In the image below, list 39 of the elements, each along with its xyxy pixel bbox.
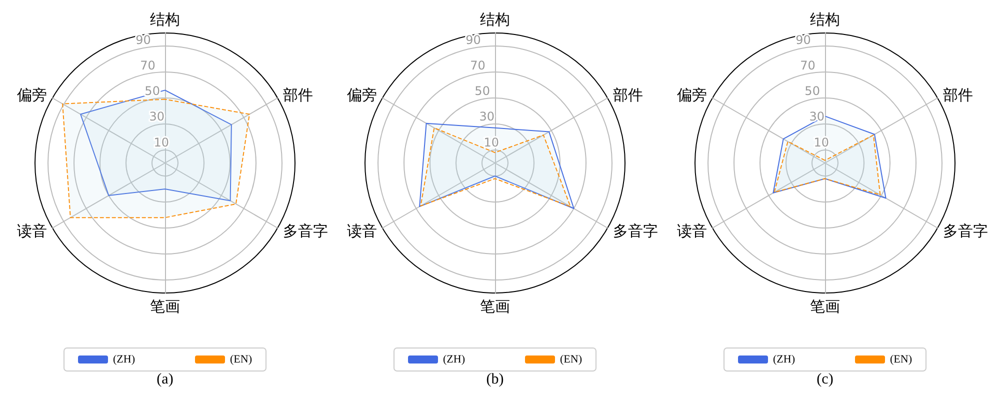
legend-label: (EN) [560,354,582,366]
spoke-label: 笔画 [480,298,510,316]
spoke-label: 结构 [150,10,180,28]
legend-label: (ZH) [773,354,796,366]
y-tick-label: 90 [466,32,481,47]
y-tick-label: 70 [470,58,486,73]
y-tick-label: 50 [804,84,820,98]
spoke-label: 多音字 [942,222,988,240]
y-tick-label: 30 [149,110,164,124]
spoke-label: 结构 [810,10,840,28]
y-tick-label: 70 [800,58,816,73]
y-tick-label: 90 [136,32,151,47]
spoke-label: 读音 [347,222,378,240]
spoke-label: 偏旁 [347,86,378,104]
spoke-label: 读音 [677,222,708,240]
legend-label: (EN) [890,354,912,366]
y-tick-label: 30 [479,110,494,124]
spoke-label: 结构 [480,10,510,28]
y-tick-label: 90 [796,32,811,47]
spoke-label: 多音字 [612,222,658,240]
spoke-label: 多音字 [282,222,328,240]
y-tick-label: 10 [154,135,169,150]
spoke-label: 笔画 [810,298,840,316]
legend-label: (ZH) [443,354,466,366]
text: (b) [486,372,504,388]
spoke-label: 偏旁 [677,86,708,104]
text: (a) [156,372,174,388]
spoke-label: 部件 [942,86,973,104]
y-tick-label: 70 [140,58,156,73]
text: (c) [816,372,834,388]
spoke-label: 部件 [282,86,313,104]
legend-label: (ZH) [113,354,136,366]
spoke-label: 笔画 [150,298,180,316]
legend-label: (EN) [230,354,252,366]
y-tick-label: 30 [809,110,824,124]
spoke-label: 偏旁 [17,86,48,104]
spoke-label: 读音 [17,222,48,240]
y-tick-label: 50 [474,84,490,98]
spoke-label: 部件 [612,86,643,104]
